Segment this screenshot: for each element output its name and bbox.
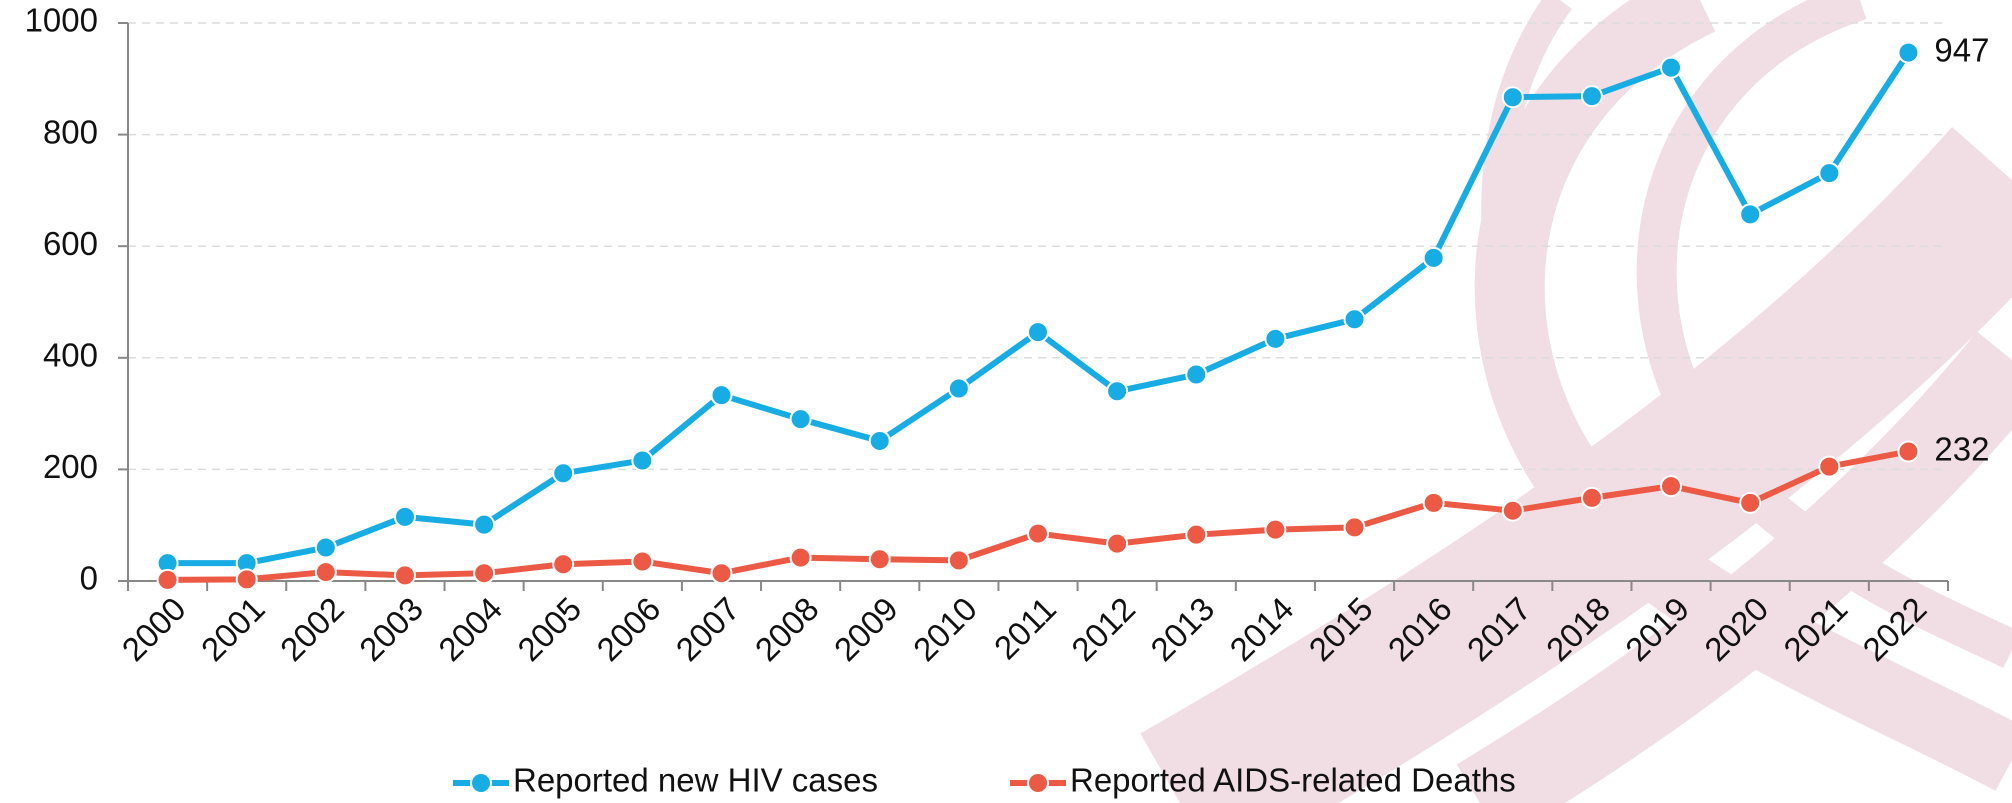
point [631,550,654,573]
point [868,429,891,452]
point [1897,440,1920,463]
point [1422,491,1445,514]
y-tick-label: 600 [43,225,98,262]
point [1422,246,1445,269]
x-tick-label: 2000 [115,590,193,668]
x-tick-label: 2005 [510,590,588,668]
x-tick-label: 2011 [987,590,1063,666]
point [552,462,575,485]
point [947,549,970,572]
legend-swatch-marker [1027,772,1049,794]
x-tick-label: 2007 [669,590,747,668]
point [868,548,891,571]
x-tick-label: 2002 [273,590,351,668]
legend-label: Reported new HIV cases [513,762,878,799]
point [1343,516,1366,539]
x-tick-label: 2004 [431,590,509,668]
x-tick-label: 2012 [1064,590,1142,668]
point [393,505,416,528]
point [314,561,337,584]
point [1660,56,1683,79]
point [1739,491,1762,514]
point [947,377,970,400]
ribbon-background [1140,0,2012,803]
y-tick-label: 200 [43,448,98,485]
point [1739,203,1762,226]
legend-swatch-marker [470,772,492,794]
x-tick-label: 2010 [906,590,984,668]
point [1106,380,1129,403]
y-tick-label: 1000 [25,2,98,39]
x-tick-label: 2009 [827,590,905,668]
point [1501,499,1524,522]
x-tick-label: 2006 [589,590,667,668]
point [1580,486,1603,509]
legend-label: Reported AIDS-related Deaths [1070,762,1516,799]
point [1027,321,1049,344]
x-tick-label: 2013 [1143,590,1221,668]
point [1580,85,1603,108]
data-label: 232 [1934,430,1989,467]
point [552,553,575,576]
x-tick-label: 2008 [748,590,826,668]
point [235,568,258,591]
point [1106,532,1129,555]
point [1264,327,1287,350]
point [789,408,812,431]
point [1343,308,1366,331]
y-tick-label: 800 [43,113,98,150]
point [631,449,654,472]
point [393,564,416,587]
point [1660,475,1683,498]
point [710,384,733,407]
point [156,568,179,591]
x-tick-label: 2003 [352,590,430,668]
x-tick-label: 2001 [194,590,272,668]
point [1897,41,1920,64]
point [1027,522,1049,545]
point [1264,518,1287,541]
point [789,546,812,569]
point [314,536,337,559]
point [710,562,733,585]
point [1501,86,1524,109]
point [1185,523,1208,546]
point [1818,455,1841,478]
point [473,562,496,585]
point [1818,162,1841,185]
data-label: 947 [1934,31,1989,68]
y-tick-label: 400 [43,337,98,374]
y-tick-label: 0 [80,560,98,597]
point [473,513,496,536]
point [1185,363,1208,386]
